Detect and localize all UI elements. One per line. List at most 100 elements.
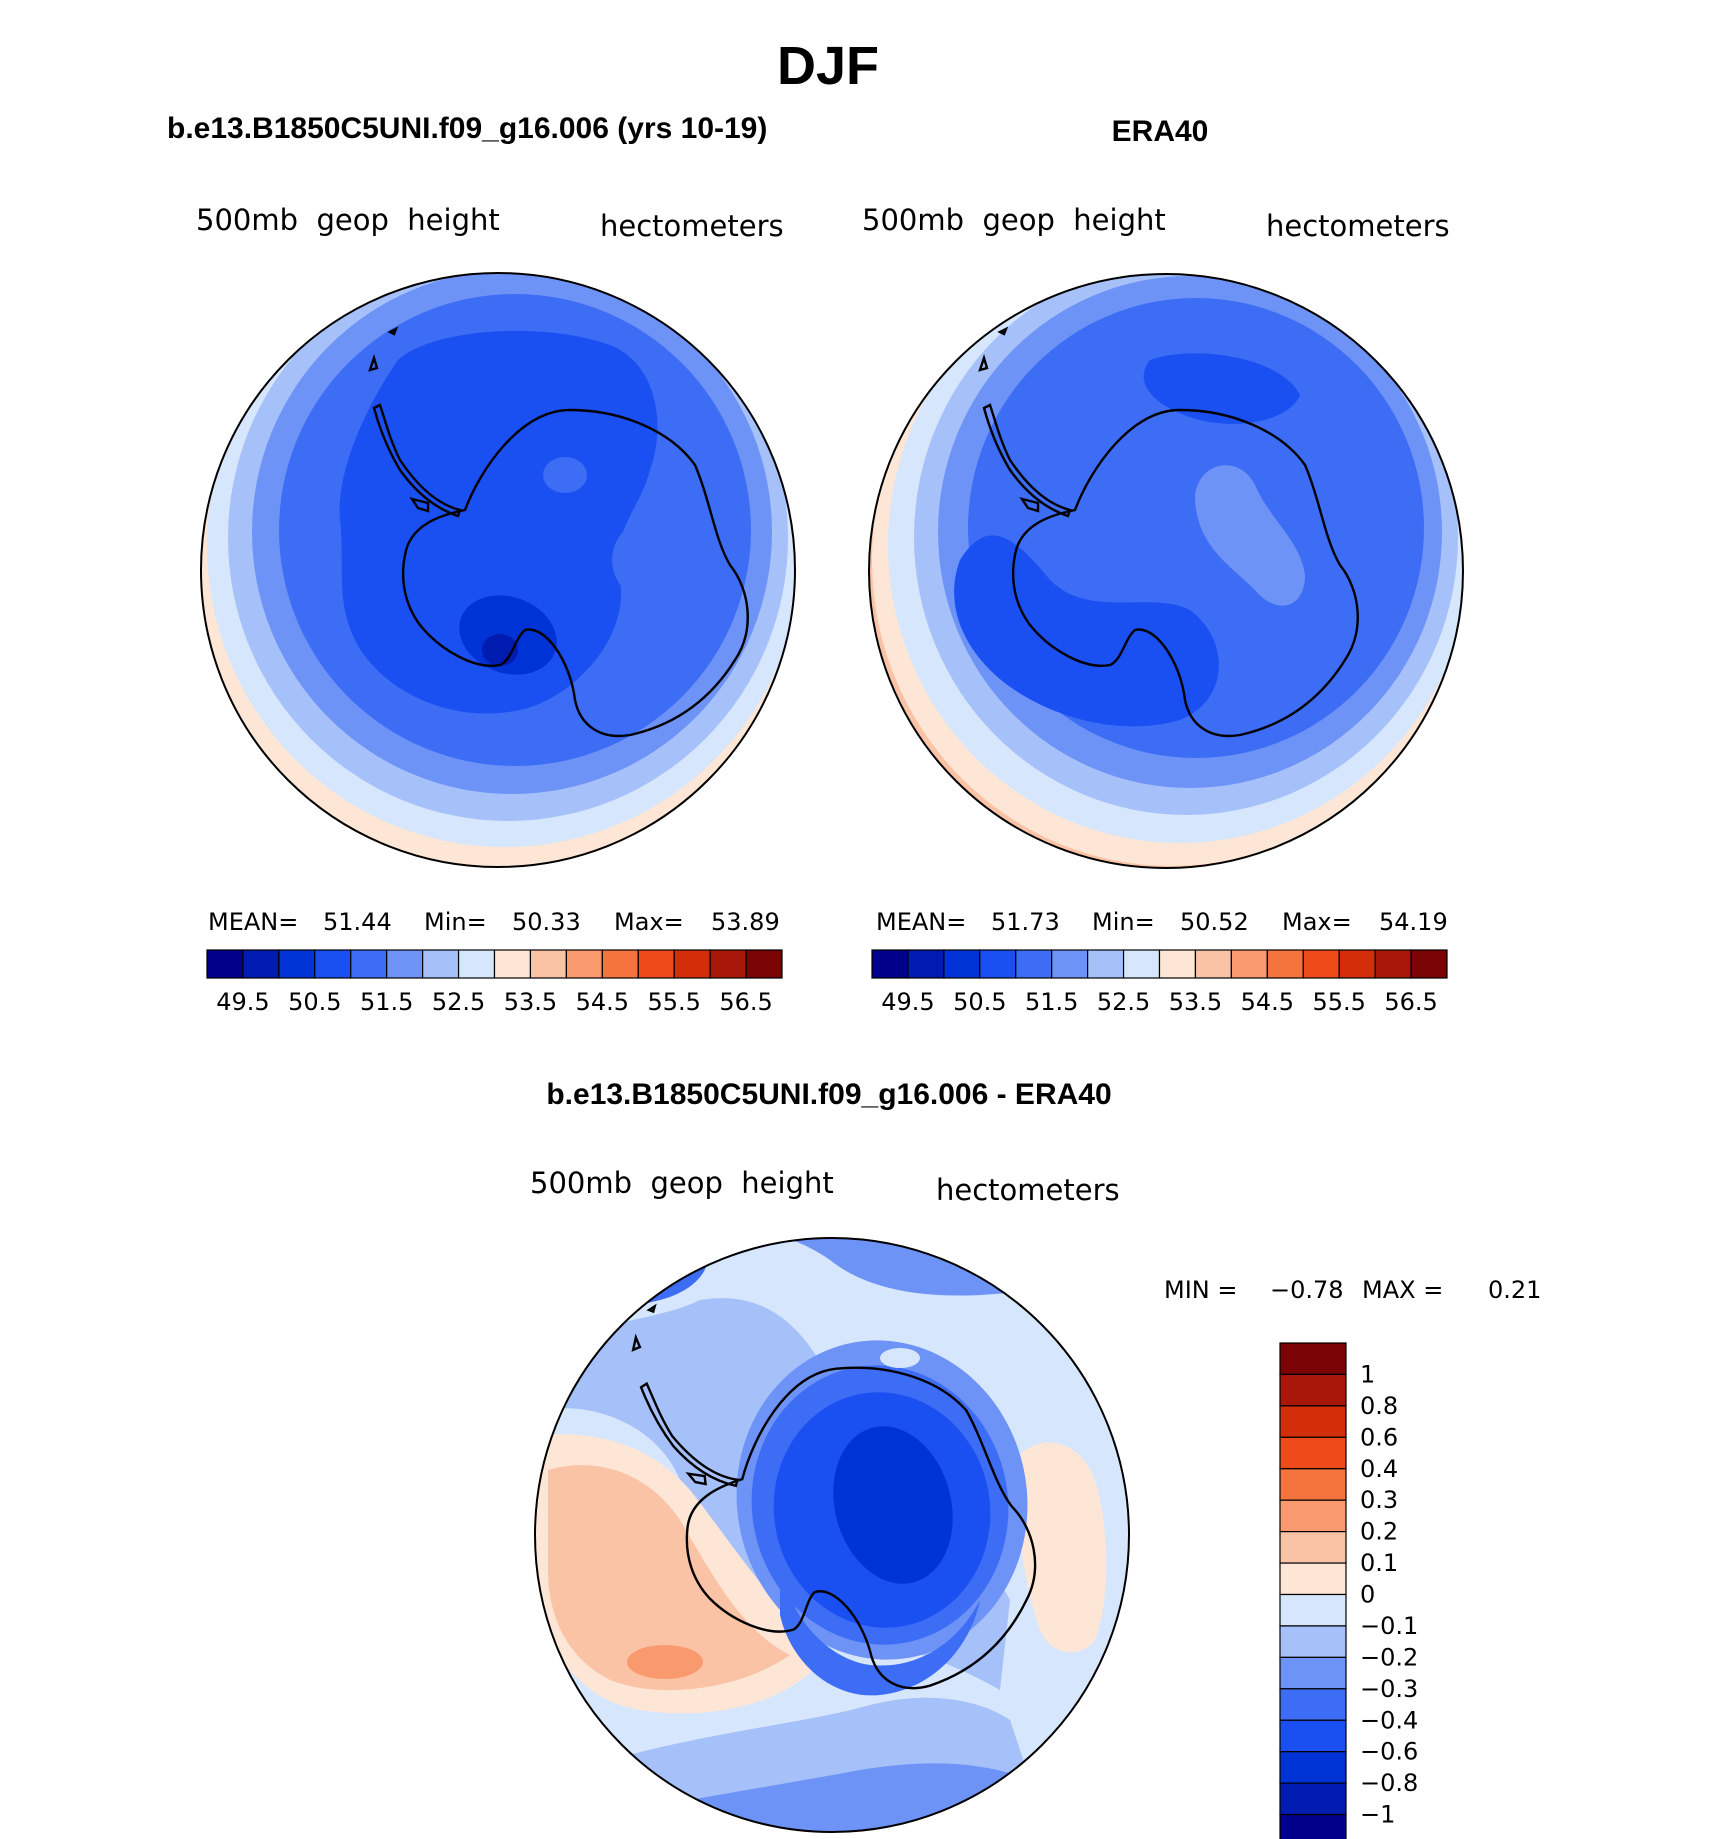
- colorbar-swatch: [278, 949, 316, 979]
- panel-model-map: [201, 273, 795, 867]
- colorbar-swatch: [1158, 949, 1197, 979]
- colorbar-tick-label: 50.5: [953, 988, 1006, 1016]
- colorbar-swatch: [1279, 1436, 1347, 1470]
- stat-max-label: Max=: [1282, 908, 1352, 936]
- colorbar-tick-label: −0.8: [1360, 1769, 1418, 1797]
- colorbar-swatch: [601, 949, 639, 979]
- colorbar-swatch: [206, 949, 244, 979]
- panel-era40-map-border: [868, 273, 1464, 869]
- colorbar-tick-label: −0.4: [1360, 1706, 1418, 1734]
- panel-model-left-label: 500mb geop height: [196, 203, 500, 237]
- colorbar-tick-label: −1: [1360, 1801, 1395, 1829]
- panel-era40: ERA40 500mb geop height hectometers MEAN…: [862, 115, 1464, 1016]
- colorbar-swatch: [1194, 949, 1232, 979]
- colorbar-tick-label: 1: [1360, 1360, 1375, 1388]
- panel-difference: b.e13.B1850C5UNI.f09_g16.006 - ERA40 500…: [530, 1078, 1541, 1839]
- colorbar-swatch: [1279, 1531, 1347, 1564]
- colorbar-swatch: [1279, 1751, 1347, 1784]
- colorbar-swatch: [1279, 1782, 1347, 1816]
- contour-band-pos-small: [880, 1348, 920, 1368]
- panel-era40-map: [869, 274, 1463, 868]
- contour-band-52-high: [1195, 465, 1305, 606]
- stat-min-value: −0.78: [1270, 1276, 1344, 1304]
- colorbar-tick-label: 56.5: [719, 988, 772, 1016]
- colorbar-tick-label: −0.1: [1360, 1612, 1418, 1640]
- colorbar-tick-label: 52.5: [1097, 988, 1150, 1016]
- panel-model-stats: MEAN= 51.44 Min= 50.33 Max= 53.89: [208, 908, 780, 936]
- panel-model-colorbar: 49.5 50.5 51.5 52.5 53.5 54.5 55.5 56.5: [206, 949, 783, 1016]
- colorbar-swatch: [1338, 949, 1376, 979]
- stat-min-value: 50.52: [1180, 908, 1249, 936]
- colorbar-tick-label: 0.6: [1360, 1423, 1398, 1451]
- stat-min-label: Min=: [424, 908, 487, 936]
- colorbar-tick-label: 0: [1360, 1581, 1375, 1609]
- colorbar-swatch: [1279, 1405, 1347, 1438]
- contour-band-51-low-b: [1143, 353, 1300, 424]
- panel-model-title: b.e13.B1850C5UNI.f09_g16.006 (yrs 10-19): [167, 112, 767, 145]
- colorbar-swatch: [529, 949, 567, 979]
- colorbar-tick-label: 54.5: [1241, 988, 1294, 1016]
- colorbar-swatch: [1279, 1719, 1347, 1753]
- panel-model: b.e13.B1850C5UNI.f09_g16.006 (yrs 10-19)…: [167, 112, 796, 1016]
- colorbar-tick-label: −0.6: [1360, 1738, 1418, 1766]
- colorbar-swatch: [943, 949, 981, 979]
- colorbar-swatch: [871, 949, 909, 979]
- colorbar-swatch: [1279, 1813, 1347, 1839]
- panel-model-right-label: hectometers: [600, 209, 784, 243]
- colorbar-swatch: [1279, 1593, 1347, 1627]
- colorbar-swatch: [1266, 949, 1304, 979]
- contour-band-51-low: [954, 535, 1219, 727]
- colorbar-swatch: [1279, 1625, 1347, 1658]
- colorbar-swatch: [1279, 1562, 1347, 1596]
- colorbar-tick-label: 56.5: [1384, 988, 1437, 1016]
- panel-difference-map-border: [534, 1237, 1130, 1833]
- colorbar-swatch: [457, 949, 496, 979]
- colorbar-swatch: [1410, 949, 1448, 979]
- colorbar-tick-label: 55.5: [1312, 988, 1365, 1016]
- contour-band-pos-0-2: [548, 1465, 790, 1691]
- colorbar-tick-label: 0.1: [1360, 1549, 1398, 1577]
- stat-mean-value: 51.44: [323, 908, 392, 936]
- colorbar-swatch: [673, 949, 711, 979]
- stat-min-label: Min=: [1092, 908, 1155, 936]
- contour-band-neg-0-4-south: [780, 1565, 980, 1696]
- stat-max-value: 0.21: [1488, 1276, 1541, 1304]
- colorbar-tick-label: 0.4: [1360, 1455, 1398, 1483]
- colorbar-swatch: [1279, 1342, 1347, 1376]
- stat-max-value: 54.19: [1379, 908, 1448, 936]
- colorbar-swatch: [1302, 949, 1340, 979]
- panel-era40-colorbar: 49.5 50.5 51.5 52.5 53.5 54.5 55.5 56.5: [871, 949, 1448, 1016]
- colorbar-swatch: [565, 949, 603, 979]
- colorbar-swatch: [1122, 949, 1161, 979]
- colorbar-tick-label: 49.5: [881, 988, 934, 1016]
- colorbar-tick-label: −0.2: [1360, 1643, 1418, 1671]
- stat-min-value: 50.33: [512, 908, 581, 936]
- colorbar-swatch: [1230, 949, 1268, 979]
- figure-title: DJF: [777, 36, 879, 96]
- stat-min-label: MIN =: [1164, 1276, 1237, 1304]
- panel-difference-right-label: hectometers: [936, 1173, 1120, 1207]
- stat-mean-label: MEAN=: [208, 908, 298, 936]
- panel-difference-stats: MIN = −0.78 MAX = 0.21: [1164, 1276, 1541, 1304]
- colorbar-tick-label: 55.5: [647, 988, 700, 1016]
- colorbar-swatch: [1051, 949, 1089, 979]
- panel-difference-map: [535, 1238, 1129, 1832]
- stat-mean-value: 51.73: [991, 908, 1060, 936]
- panel-era40-left-label: 500mb geop height: [862, 203, 1166, 237]
- colorbar-swatch: [1374, 949, 1412, 979]
- colorbar-tick-label: 54.5: [576, 988, 629, 1016]
- colorbar-swatch: [637, 949, 675, 979]
- panel-era40-right-label: hectometers: [1266, 209, 1450, 243]
- colorbar-tick-label: 53.5: [504, 988, 557, 1016]
- colorbar-tick-label: 0.8: [1360, 1392, 1398, 1420]
- panel-model-map-border: [200, 272, 796, 868]
- colorbar-swatch: [350, 949, 388, 979]
- colorbar-tick-label: −0.3: [1360, 1675, 1418, 1703]
- colorbar-swatch: [314, 949, 352, 979]
- contour-band-neg-0-3-top: [535, 1238, 1030, 1296]
- colorbar-swatch: [1279, 1499, 1347, 1533]
- contour-band-51: [339, 330, 658, 714]
- colorbar-tick-label: 51.5: [1025, 988, 1078, 1016]
- colorbar-swatch: [1015, 949, 1053, 979]
